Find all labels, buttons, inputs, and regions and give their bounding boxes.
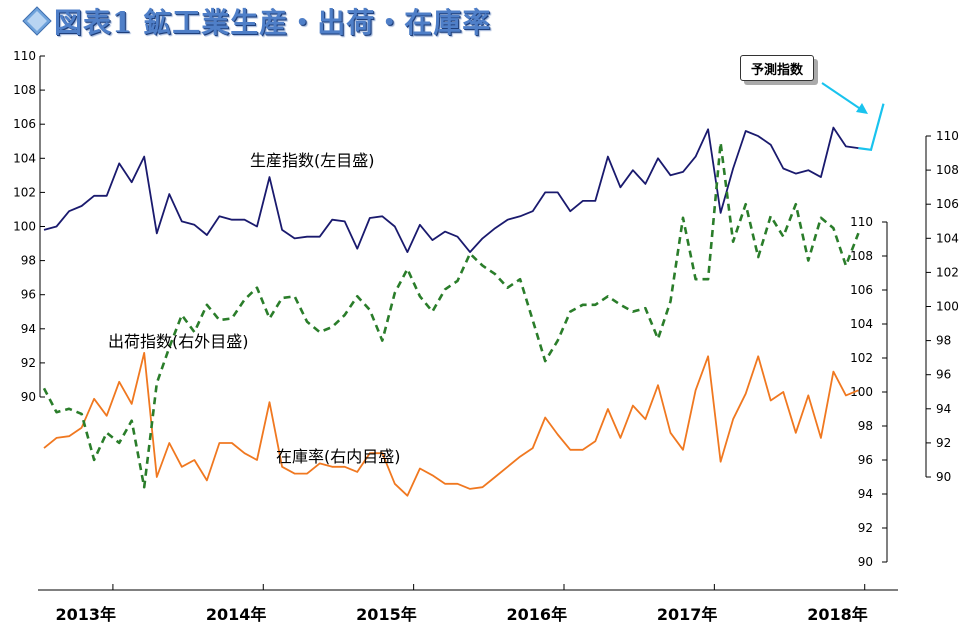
left-axis-tick-label: 108 xyxy=(13,83,36,97)
series-line-inventory xyxy=(42,141,860,489)
left-axis-tick-label: 102 xyxy=(13,185,36,199)
x-axis-tick-label: 2017年 xyxy=(657,605,718,624)
forecast-arrow-line xyxy=(821,82,863,111)
right-inner-axis-tick-label: 106 xyxy=(936,197,959,211)
forecast-arrow-head xyxy=(856,103,868,114)
right-inner-axis-tick-label: 108 xyxy=(936,163,959,177)
series-line-production xyxy=(43,126,859,254)
production-annotation: 生産指数(左目盛) xyxy=(250,151,375,170)
left-axis-tick-label: 98 xyxy=(21,254,36,268)
right-outer-axis-tick-label: 102 xyxy=(850,351,873,365)
right-outer-axis-tick-label: 94 xyxy=(858,487,873,501)
right-outer-axis-tick-label: 98 xyxy=(858,419,873,433)
left-axis-tick-label: 92 xyxy=(21,356,36,370)
series-line-shipments xyxy=(43,351,859,497)
left-axis-tick-label: 110 xyxy=(13,49,36,63)
x-axis-tick-label: 2013年 xyxy=(55,605,116,624)
right-outer-axis-tick-label: 90 xyxy=(858,555,873,569)
left-axis-tick-label: 100 xyxy=(13,220,36,234)
right-outer-axis-tick-label: 108 xyxy=(850,249,873,263)
diamond-icon xyxy=(22,6,52,36)
right-outer-axis-tick-label: 92 xyxy=(858,521,873,535)
x-axis-tick-label: 2016年 xyxy=(507,605,568,624)
forecast-label: 予測指数 xyxy=(740,55,814,81)
x-axis-tick-label: 2015年 xyxy=(356,605,417,624)
right-inner-axis-tick-label: 96 xyxy=(936,368,951,382)
right-outer-axis-tick-label: 104 xyxy=(850,317,873,331)
left-axis-tick-label: 90 xyxy=(21,390,36,404)
chart-title: 図表1 鉱工業生産・出荷・在庫率 xyxy=(54,6,492,39)
right-inner-axis-tick-label: 100 xyxy=(936,300,959,314)
x-axis-tick-label: 2018年 xyxy=(807,605,868,624)
forecast-line xyxy=(858,103,885,152)
right-inner-axis-tick-label: 98 xyxy=(936,334,951,348)
right-inner-axis-tick-label: 92 xyxy=(936,436,951,450)
right-inner-axis-tick-label: 104 xyxy=(936,231,959,245)
right-outer-axis-tick-label: 96 xyxy=(858,453,873,467)
right-inner-axis-tick-label: 110 xyxy=(936,129,959,143)
shipments-annotation: 出荷指数(右外目盛) xyxy=(108,332,249,351)
right-inner-axis-tick-label: 90 xyxy=(936,470,951,484)
right-inner-axis-tick-label: 102 xyxy=(936,265,959,279)
right-outer-axis-tick-label: 106 xyxy=(850,283,873,297)
left-axis-tick-label: 94 xyxy=(21,322,36,336)
left-axis-tick-label: 106 xyxy=(13,117,36,131)
right-outer-axis-tick-label: 100 xyxy=(850,385,873,399)
left-axis-tick-label: 104 xyxy=(13,151,36,165)
left-axis-tick-label: 96 xyxy=(21,288,36,302)
right-outer-axis-tick-label: 110 xyxy=(850,215,873,229)
chart-title-area: 図表1 鉱工業生産・出荷・在庫率 xyxy=(20,0,491,42)
x-axis-tick-label: 2014年 xyxy=(206,605,267,624)
inventory-annotation: 在庫率(右内目盛) xyxy=(276,447,401,466)
right-inner-axis-tick-label: 94 xyxy=(936,402,951,416)
